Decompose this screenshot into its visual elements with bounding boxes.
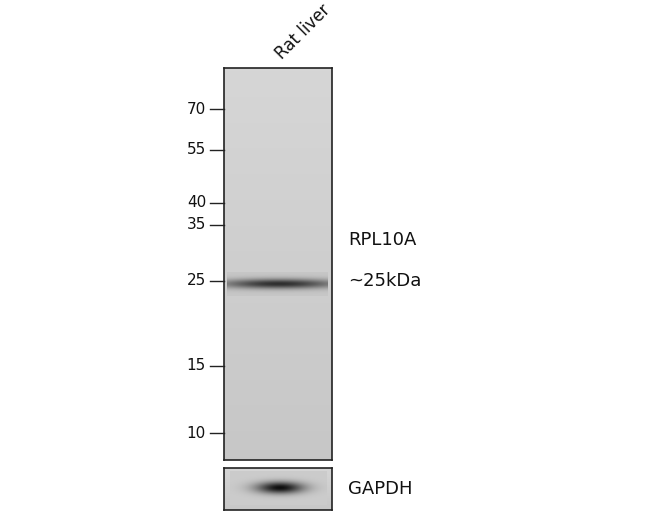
Text: 40: 40 bbox=[187, 195, 206, 210]
Text: RPL10A: RPL10A bbox=[348, 231, 416, 249]
Text: 15: 15 bbox=[187, 358, 206, 373]
Text: 55: 55 bbox=[187, 142, 206, 157]
Text: GAPDH: GAPDH bbox=[348, 480, 412, 498]
Text: ~25kDa: ~25kDa bbox=[348, 272, 421, 290]
Text: 25: 25 bbox=[187, 273, 206, 288]
Text: 70: 70 bbox=[187, 102, 206, 117]
Text: 35: 35 bbox=[187, 217, 206, 232]
Text: Rat liver: Rat liver bbox=[272, 1, 333, 62]
Text: 10: 10 bbox=[187, 426, 206, 440]
